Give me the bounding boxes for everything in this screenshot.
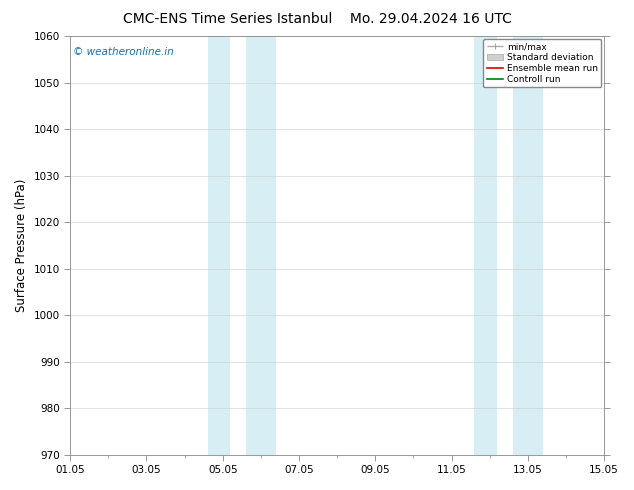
Bar — [245, 36, 276, 455]
Text: CMC-ENS Time Series Istanbul    Mo. 29.04.2024 16 UTC: CMC-ENS Time Series Istanbul Mo. 29.04.2… — [122, 12, 512, 26]
Legend: min/max, Standard deviation, Ensemble mean run, Controll run: min/max, Standard deviation, Ensemble me… — [483, 39, 602, 88]
Y-axis label: Surface Pressure (hPa): Surface Pressure (hPa) — [15, 179, 28, 312]
Bar — [513, 36, 543, 455]
Text: © weatheronline.in: © weatheronline.in — [73, 47, 174, 57]
Bar — [207, 36, 230, 455]
Bar — [474, 36, 497, 455]
